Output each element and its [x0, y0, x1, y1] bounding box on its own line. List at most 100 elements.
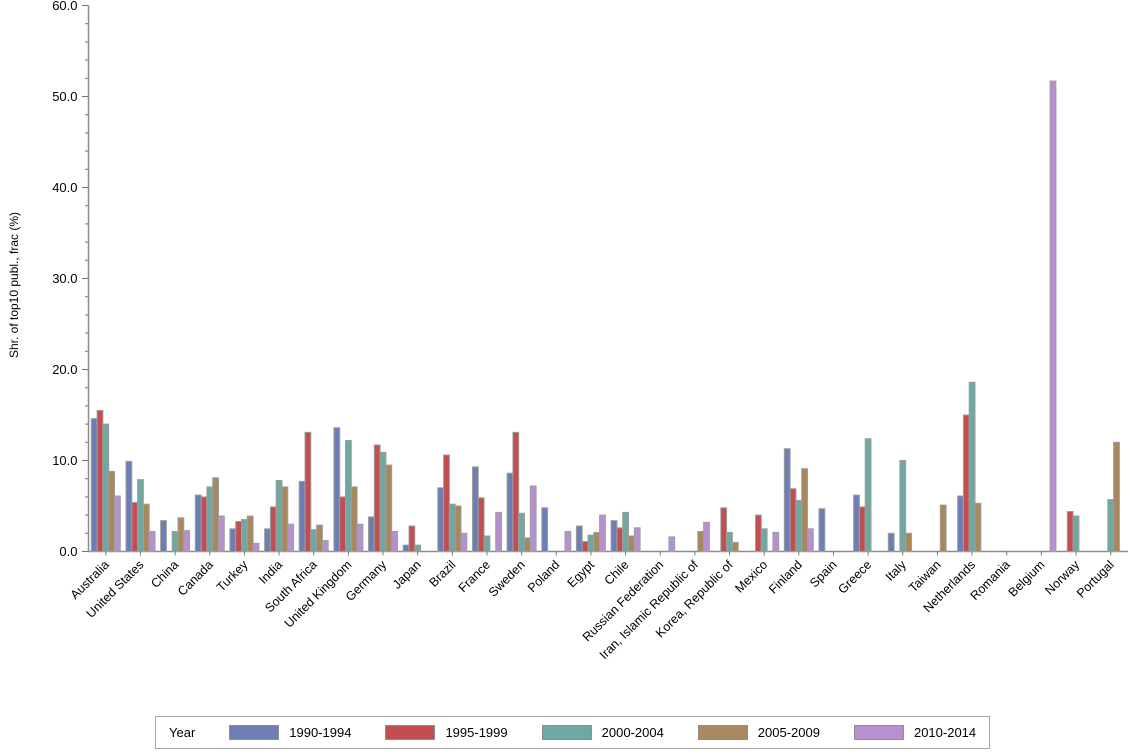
bar-egypt-2010-2014: [599, 514, 606, 552]
bar-india-2010-2014: [287, 523, 295, 553]
bar-korea-republic-of-2000-2004: [726, 531, 733, 553]
bar-portugal-2000-2004: [1107, 499, 1115, 553]
bar-germany-1990-1994: [368, 516, 375, 553]
x-axis-label: Portugal: [1074, 558, 1117, 601]
bar-australia-2005-2009: [108, 470, 115, 552]
bar-united-states-1990-1994: [125, 460, 133, 552]
bar-finland-1995-1999: [789, 488, 797, 553]
x-axis-label: Spain: [807, 558, 840, 591]
bar-turkey-2005-2009: [246, 515, 254, 552]
bar-greece-1990-1994: [853, 494, 860, 553]
y-tick-label: 30.0: [52, 271, 77, 286]
bar-united-kingdom-1995-1999: [339, 496, 347, 552]
bar-netherlands-2000-2004: [968, 381, 976, 553]
legend-swatch-1990-1994: [229, 725, 280, 740]
bar-france-1990-1994: [472, 466, 479, 552]
bar-chile-1990-1994: [610, 520, 618, 552]
bar-brazil-1990-1994: [437, 487, 445, 552]
bar-poland-1990-1994: [541, 507, 549, 552]
bar-finland-2010-2014: [807, 528, 814, 553]
bar-norway-2000-2004: [1072, 515, 1080, 552]
x-axis-label: Greece: [835, 558, 874, 597]
bar-finland-2005-2009: [801, 468, 809, 553]
bar-germany-2005-2009: [385, 464, 393, 553]
legend-item: 1990-1994: [229, 725, 351, 740]
bar-australia-2000-2004: [102, 423, 110, 553]
x-axis-label: Chile: [602, 558, 632, 588]
bar-spain-1990-1994: [818, 508, 826, 553]
bar-egypt-2000-2004: [587, 534, 595, 552]
bar-italy-2005-2009: [905, 532, 913, 552]
bar-chart-plot: 0.010.020.030.040.050.060.0AustraliaUnit…: [52, 0, 1128, 662]
bar-brazil-2010-2014: [460, 532, 468, 552]
bar-germany-2000-2004: [379, 451, 387, 552]
bar-canada-2010-2014: [218, 515, 225, 552]
x-axis-label: Mexico: [732, 558, 770, 596]
bar-sweden-1990-1994: [506, 472, 514, 553]
legend-swatch-2010-2014: [853, 725, 904, 740]
x-axis-label: India: [256, 558, 285, 587]
bar-sweden-2010-2014: [529, 485, 537, 552]
x-axis-label: Turkey: [214, 557, 251, 594]
bar-iran-islamic-republic-of-2010-2014: [703, 521, 710, 553]
x-axis-label: Canada: [175, 558, 216, 599]
bar-sweden-2000-2004: [518, 512, 526, 552]
bar-finland-1990-1994: [783, 448, 791, 553]
bar-united-states-2010-2014: [148, 531, 156, 552]
bar-korea-republic-of-1995-1999: [720, 507, 728, 552]
bar-mexico-2000-2004: [760, 528, 768, 553]
legend-swatch-2005-2009: [697, 725, 748, 740]
bar-south-africa-1995-1999: [304, 431, 312, 552]
bar-egypt-1995-1999: [581, 541, 589, 552]
bar-italy-1990-1994: [887, 532, 895, 552]
legend: Year 1990-1994 1995-1999 2000-2004 2005-…: [155, 716, 990, 749]
bar-korea-republic-of-2005-2009: [731, 541, 739, 553]
bar-brazil-2000-2004: [448, 503, 456, 553]
bar-australia-1990-1994: [90, 418, 98, 552]
bar-greece-2000-2004: [864, 438, 872, 553]
bar-germany-2010-2014: [391, 531, 399, 552]
y-tick-label: 40.0: [52, 180, 77, 195]
bar-greece-1995-1999: [858, 506, 866, 552]
bar-india-1995-1999: [269, 506, 277, 552]
bar-norway-1995-1999: [1066, 511, 1074, 552]
bar-france-2010-2014: [495, 511, 503, 553]
bar-south-africa-2010-2014: [321, 540, 329, 552]
bar-sweden-2005-2009: [524, 537, 531, 553]
bar-china-2005-2009: [177, 517, 185, 552]
bar-taiwan-2005-2009: [939, 504, 947, 553]
bar-mexico-1995-1999: [755, 514, 762, 552]
y-tick-label: 60.0: [52, 0, 77, 13]
bar-australia-1995-1999: [96, 410, 104, 552]
bar-china-1990-1994: [160, 520, 167, 552]
bar-portugal-2005-2009: [1113, 441, 1120, 552]
bar-south-africa-2005-2009: [316, 524, 323, 552]
bar-chile-2005-2009: [628, 535, 635, 552]
bar-sweden-1995-1999: [512, 431, 520, 552]
x-axis-label: Brazil: [426, 558, 458, 590]
bar-brazil-1995-1999: [443, 454, 450, 552]
x-axis-label: China: [148, 558, 181, 591]
legend-title: Year: [169, 725, 196, 740]
bar-italy-2000-2004: [899, 460, 907, 552]
bar-canada-2005-2009: [212, 477, 219, 552]
bar-egypt-2005-2009: [593, 531, 601, 553]
y-tick-label: 50.0: [52, 89, 77, 104]
y-tick-label: 0.0: [59, 544, 77, 559]
bar-turkey-1995-1999: [235, 521, 242, 552]
bar-belgium-2010-2014: [1049, 80, 1057, 552]
bar-united-kingdom-1990-1994: [333, 427, 341, 553]
x-axis-label: Italy: [883, 557, 910, 584]
bar-india-2000-2004: [275, 480, 283, 552]
legend-item: 1995-1999: [385, 725, 508, 740]
bar-iran-islamic-republic-of-2005-2009: [697, 531, 705, 552]
bar-chile-1995-1999: [616, 527, 624, 552]
legend-swatch-1995-1999: [385, 725, 436, 740]
bar-chile-2010-2014: [633, 527, 641, 552]
x-axis-label: Belgium: [1006, 558, 1048, 600]
bar-japan-1995-1999: [408, 525, 416, 552]
legend-label: 2010-2014: [913, 725, 977, 740]
x-axis-label: Poland: [525, 558, 562, 595]
bar-japan-1990-1994: [402, 544, 410, 552]
